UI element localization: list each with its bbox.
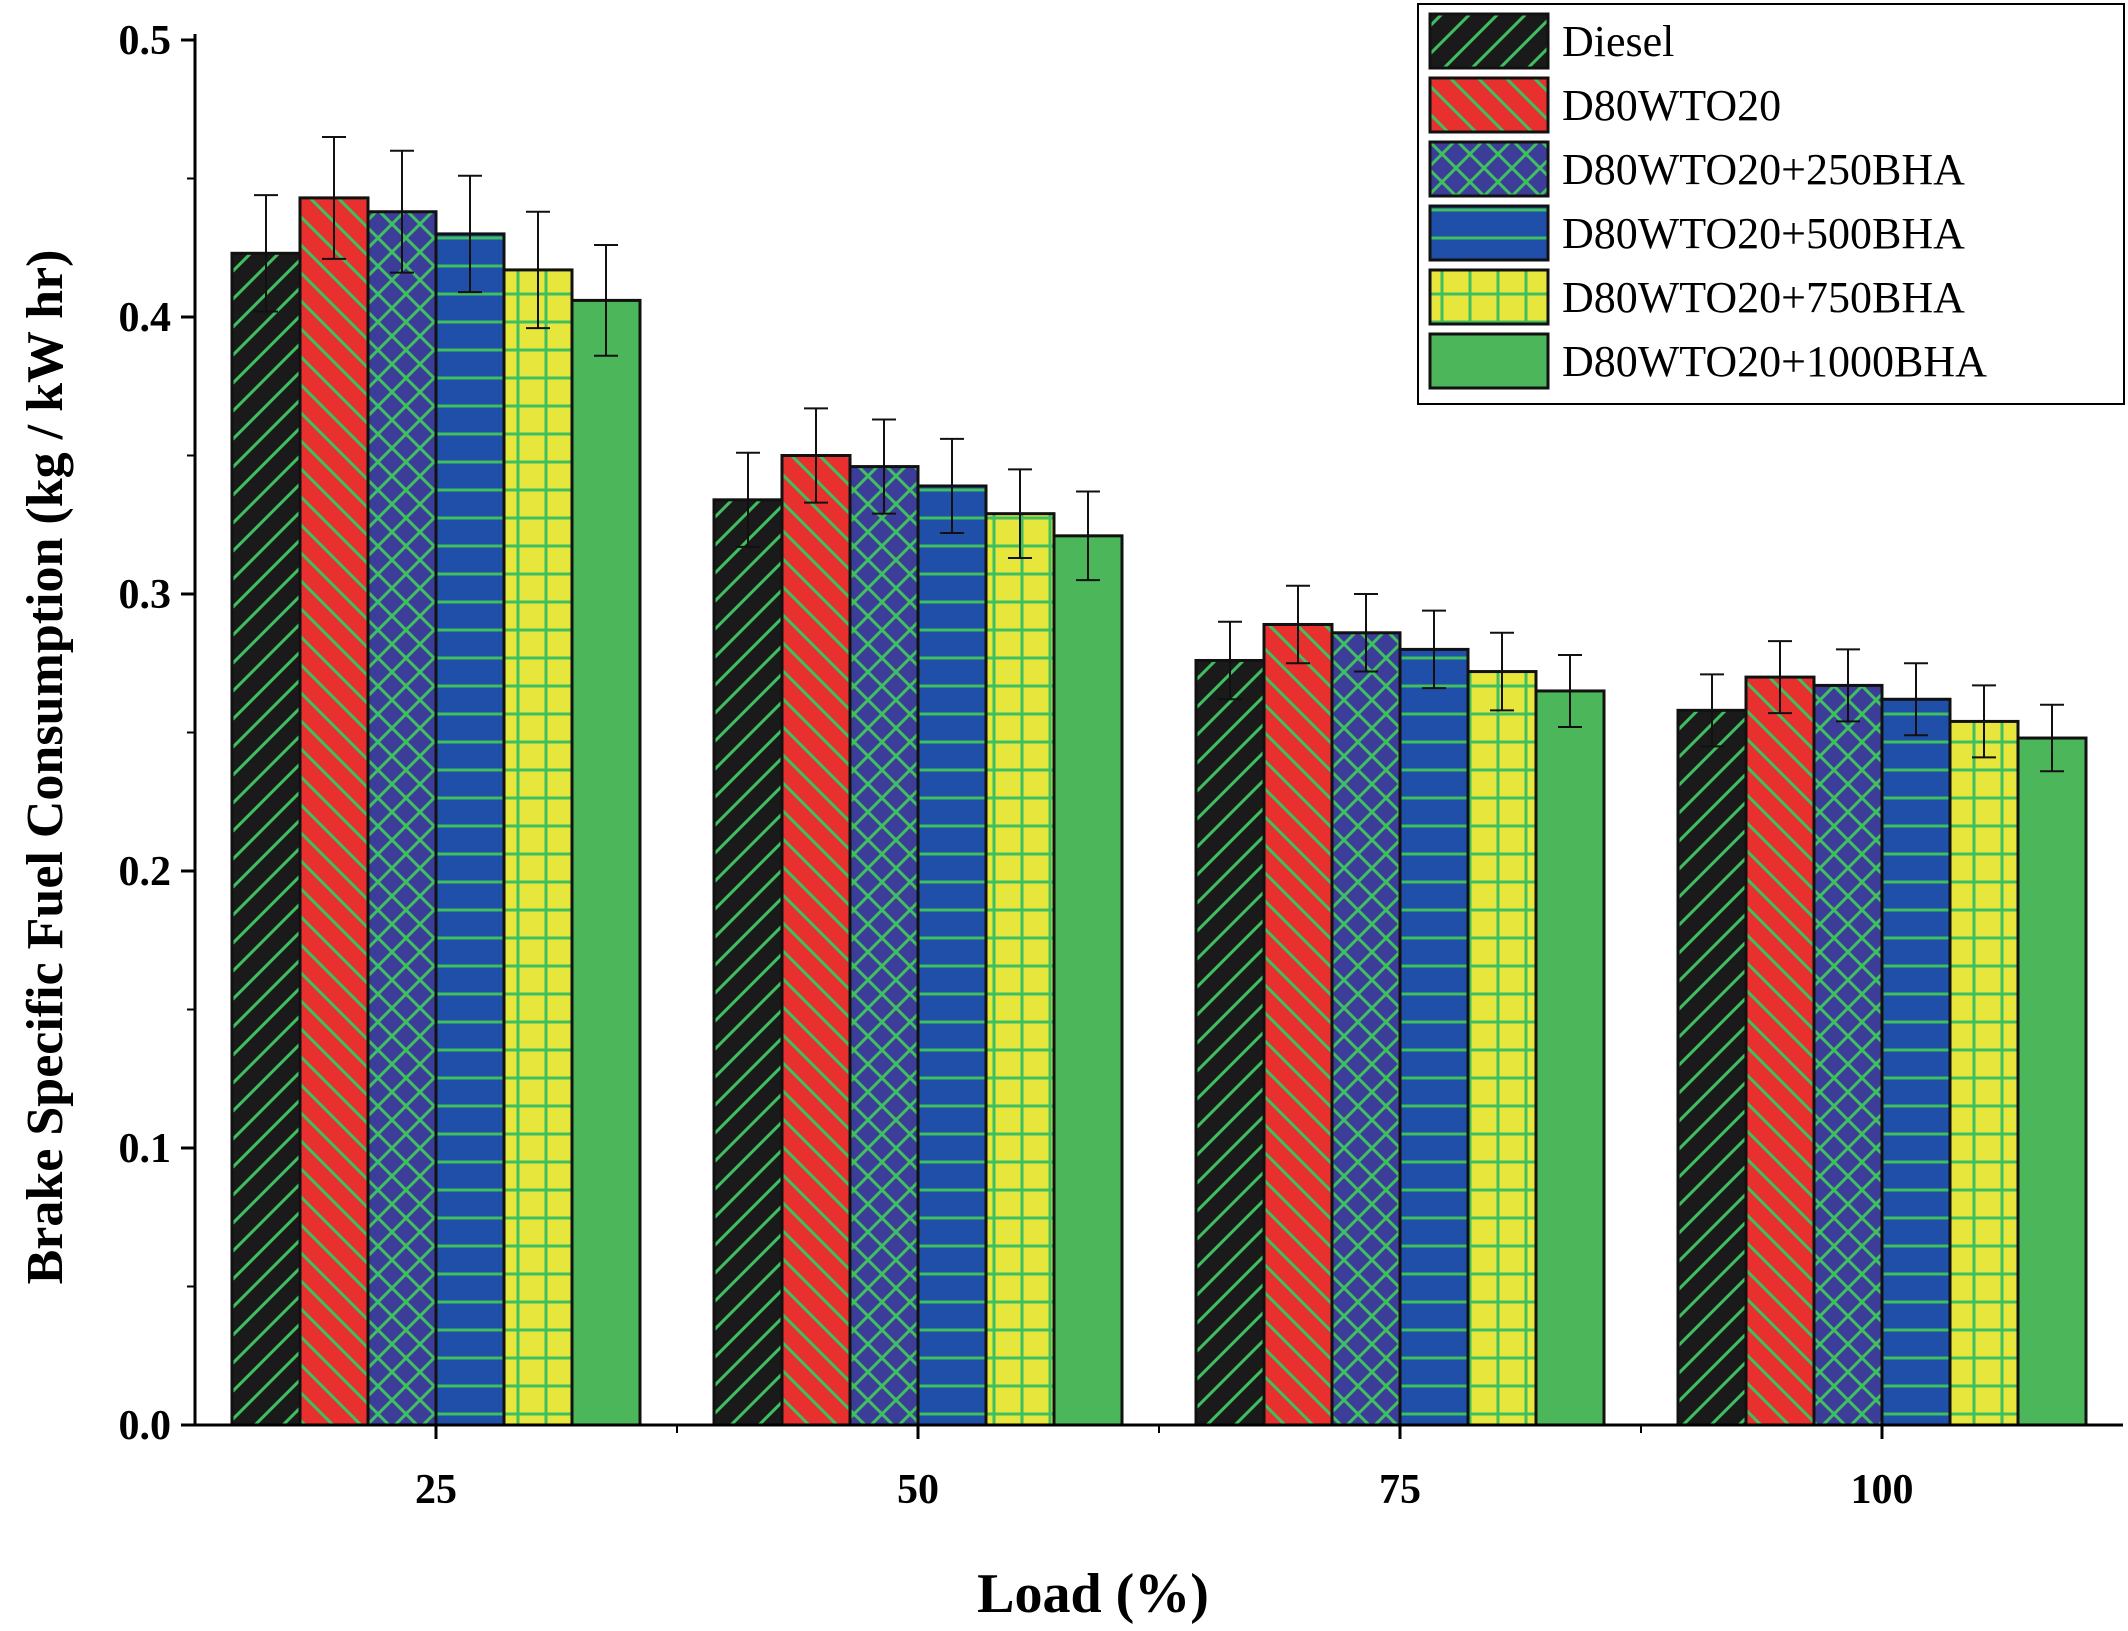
error-bar-D80WTO20+1000BHA-50 xyxy=(1076,490,1100,582)
error-bar-D80WTO20+500BHA-25 xyxy=(458,174,482,294)
error-bar-D80WTO20+1000BHA-100 xyxy=(2040,703,2064,773)
legend-swatch-D80WTO20+750BHA xyxy=(1428,268,1550,326)
x-axis-title: Load (%) xyxy=(977,1563,1209,1625)
bar-D80WTO20+750BHA-50 xyxy=(984,512,1056,1427)
x-tick-label: 100 xyxy=(1851,1467,1914,1513)
bar-D80WTO20+250BHA-25 xyxy=(366,210,438,1427)
bar-D80WTO20-75 xyxy=(1262,622,1334,1427)
bar-D80WTO20+750BHA-75 xyxy=(1466,670,1538,1427)
y-tick-label: 0.2 xyxy=(119,849,172,895)
error-bar-D80WTO20+750BHA-75 xyxy=(1490,631,1514,712)
error-bar-D80WTO20+250BHA-100 xyxy=(1836,648,1860,723)
bar-D80WTO20-100 xyxy=(1744,675,1816,1427)
error-bar-D80WTO20+250BHA-25 xyxy=(390,149,414,274)
y-tick-label: 0.4 xyxy=(119,295,172,341)
legend-label-D80WTO20: D80WTO20 xyxy=(1562,81,1781,130)
bar-D80WTO20+1000BHA-50 xyxy=(1052,534,1124,1427)
y-tick-label: 0.1 xyxy=(119,1126,172,1172)
error-bar-Diesel-75 xyxy=(1218,620,1242,701)
error-bar-D80WTO20+250BHA-75 xyxy=(1354,593,1378,673)
bar-Diesel-100 xyxy=(1676,708,1748,1427)
bar-D80WTO20+500BHA-25 xyxy=(434,232,506,1427)
bar-D80WTO20+250BHA-50 xyxy=(848,465,920,1427)
error-bar-D80WTO20+250BHA-50 xyxy=(872,418,896,515)
legend-swatch-D80WTO20+500BHA xyxy=(1428,204,1550,262)
error-bar-D80WTO20+1000BHA-25 xyxy=(594,243,618,357)
bar-Diesel-50 xyxy=(712,498,784,1427)
error-bar-D80WTO20+750BHA-100 xyxy=(1972,684,1996,759)
error-bar-D80WTO20+500BHA-50 xyxy=(940,437,964,535)
x-tick-label: 50 xyxy=(897,1467,939,1513)
bar-D80WTO20-25 xyxy=(298,196,370,1427)
legend-label-D80WTO20+1000BHA: D80WTO20+1000BHA xyxy=(1562,337,1987,386)
error-bar-D80WTO20+500BHA-100 xyxy=(1904,662,1928,737)
bar-D80WTO20+250BHA-75 xyxy=(1330,631,1402,1427)
bars-layer xyxy=(230,135,2088,1427)
y-tick-label: 0.3 xyxy=(119,572,172,618)
axes-layer: 0.0 0.1 0.2 0.3 0.4 0.5 25 50 75 100 xyxy=(119,18,2123,1513)
legend-swatch-D80WTO20+250BHA xyxy=(1428,140,1550,198)
legend-swatch-Diesel xyxy=(1428,12,1550,70)
error-bar-Diesel-25 xyxy=(254,194,278,313)
x-tick-label: 75 xyxy=(1379,1467,1421,1513)
y-tick-label: 0.5 xyxy=(119,18,172,64)
bar-D80WTO20+500BHA-75 xyxy=(1398,647,1470,1427)
y-tick-label: 0.0 xyxy=(119,1403,172,1449)
bar-D80WTO20-50 xyxy=(780,454,852,1427)
bar-D80WTO20+750BHA-25 xyxy=(502,268,574,1427)
legend-label-D80WTO20+500BHA: D80WTO20+500BHA xyxy=(1562,209,1965,258)
bar-D80WTO20+1000BHA-100 xyxy=(2016,736,2088,1427)
bar-D80WTO20+500BHA-50 xyxy=(916,484,988,1427)
bar-D80WTO20+1000BHA-25 xyxy=(570,298,642,1427)
legend-label-Diesel: Diesel xyxy=(1562,17,1674,66)
error-bar-D80WTO20-25 xyxy=(322,135,346,260)
error-bar-D80WTO20-100 xyxy=(1768,640,1792,715)
error-bar-D80WTO20+500BHA-75 xyxy=(1422,609,1446,690)
bar-D80WTO20+250BHA-100 xyxy=(1812,683,1884,1427)
error-bar-Diesel-100 xyxy=(1700,673,1724,748)
legend-label-D80WTO20+250BHA: D80WTO20+250BHA xyxy=(1562,145,1965,194)
error-bar-D80WTO20-50 xyxy=(804,407,828,504)
bar-D80WTO20+1000BHA-75 xyxy=(1534,689,1606,1427)
bar-D80WTO20+500BHA-100 xyxy=(1880,697,1952,1427)
error-bar-Diesel-50 xyxy=(736,451,760,548)
error-bar-D80WTO20+750BHA-50 xyxy=(1008,468,1032,559)
bar-Diesel-25 xyxy=(230,251,302,1427)
legend-swatch-D80WTO20 xyxy=(1428,76,1550,134)
bar-Diesel-75 xyxy=(1194,658,1266,1427)
error-bar-D80WTO20+1000BHA-75 xyxy=(1558,653,1582,728)
error-bar-D80WTO20-75 xyxy=(1286,584,1310,665)
legend: Diesel D80WTO20 D80WTO20+250BHA D80WTO20+50… xyxy=(1417,3,2125,405)
legend-swatch-D80WTO20+1000BHA xyxy=(1428,332,1550,390)
legend-label-D80WTO20+750BHA: D80WTO20+750BHA xyxy=(1562,273,1965,322)
error-bar-D80WTO20+750BHA-25 xyxy=(526,210,550,330)
bar-D80WTO20+750BHA-100 xyxy=(1948,719,2020,1427)
y-axis-title: Brake Specific Fuel Consumption (kg / kW… xyxy=(17,250,74,1285)
x-tick-label: 25 xyxy=(415,1467,457,1513)
